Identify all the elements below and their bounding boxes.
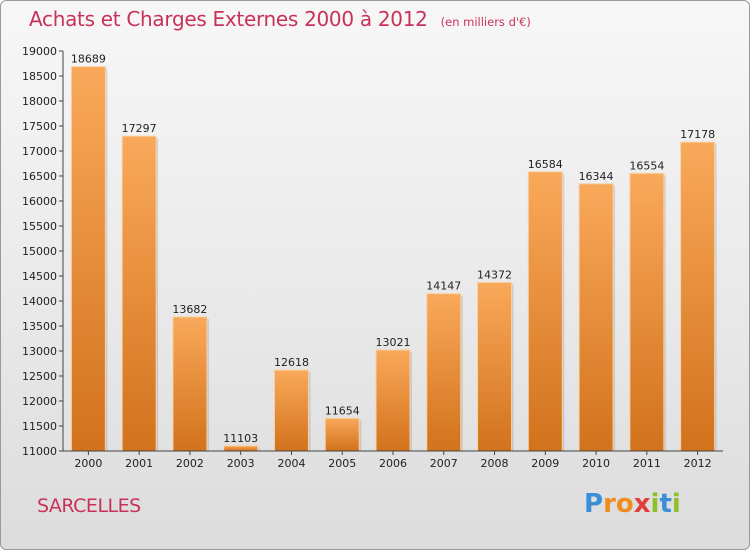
logo-letter: r bbox=[603, 489, 616, 519]
x-tick-label-2003: 2003 bbox=[227, 457, 255, 470]
x-tick-label-2012: 2012 bbox=[684, 457, 712, 470]
y-tick-label: 16000 bbox=[22, 195, 57, 208]
y-axis: 11000 11500 12000 12500 13000 13500 14000 14500… bbox=[22, 45, 64, 458]
y-tick-label: 19000 bbox=[22, 45, 57, 58]
x-tick-label-2007: 2007 bbox=[430, 457, 458, 470]
y-tick-label: 16500 bbox=[22, 170, 57, 183]
value-label-2011: 16554 bbox=[629, 159, 664, 172]
title-row: Achats et Charges Externes 2000 à 2012 (… bbox=[29, 7, 531, 31]
bar-2011 bbox=[629, 172, 665, 452]
y-tick-label: 14000 bbox=[22, 295, 57, 308]
bars: 18689 17297 13682 11103 12618 11654 13021 14147… bbox=[70, 53, 717, 452]
y-tick-label: 13500 bbox=[22, 320, 57, 333]
value-label-2002: 13682 bbox=[172, 303, 207, 316]
value-label-2009: 16584 bbox=[528, 158, 563, 171]
y-tick-label: 18000 bbox=[22, 95, 57, 108]
value-label-2012: 17178 bbox=[680, 128, 715, 141]
y-tick-label: 18500 bbox=[22, 70, 57, 83]
bar-2006 bbox=[375, 349, 411, 452]
x-tick-label-2006: 2006 bbox=[379, 457, 407, 470]
x-axis: 2000 2001 2002 2003 2004 2005 2006 2007 2008 2009… bbox=[63, 450, 723, 470]
logo-letter: t bbox=[659, 489, 672, 519]
x-tick-label-2004: 2004 bbox=[277, 457, 305, 470]
logo-letter: o bbox=[615, 489, 634, 519]
value-label-2006: 13021 bbox=[376, 336, 411, 349]
value-label-2003: 11103 bbox=[223, 432, 258, 445]
bar-2000 bbox=[70, 66, 106, 452]
bar-2002 bbox=[172, 316, 208, 452]
city-label: SARCELLES bbox=[37, 495, 141, 517]
proxiti-logo: Proxiti bbox=[584, 489, 681, 519]
y-tick-label: 11000 bbox=[22, 445, 57, 458]
y-tick-label: 12000 bbox=[22, 395, 57, 408]
value-label-2007: 14147 bbox=[426, 280, 461, 293]
y-tick-label: 14500 bbox=[22, 270, 57, 283]
chart-title: Achats et Charges Externes 2000 à 2012 bbox=[29, 7, 428, 31]
value-label-2000: 18689 bbox=[71, 53, 106, 66]
x-tick-label-2002: 2002 bbox=[176, 457, 204, 470]
logo-letter: x bbox=[633, 489, 651, 519]
bar-2007 bbox=[426, 293, 462, 452]
value-label-2001: 17297 bbox=[122, 122, 157, 135]
bar-2005 bbox=[324, 417, 360, 452]
x-tick-label-2008: 2008 bbox=[481, 457, 509, 470]
bar-2012 bbox=[680, 141, 716, 452]
y-tick-label: 17000 bbox=[22, 145, 57, 158]
bar-2009 bbox=[527, 171, 563, 452]
bar-2008 bbox=[477, 281, 513, 452]
x-tick-label-2000: 2000 bbox=[74, 457, 102, 470]
value-label-2004: 12618 bbox=[274, 356, 309, 369]
chart-subtitle: (en milliers d'€) bbox=[440, 15, 531, 29]
y-tick-label: 12500 bbox=[22, 370, 57, 383]
logo-letter: i bbox=[671, 489, 681, 519]
logo-letter: i bbox=[650, 489, 660, 519]
x-tick-label-2011: 2011 bbox=[633, 457, 661, 470]
bar-2004 bbox=[273, 369, 309, 452]
value-label-2010: 16344 bbox=[579, 170, 614, 183]
x-tick-label-2009: 2009 bbox=[531, 457, 559, 470]
y-tick-label: 17500 bbox=[22, 120, 57, 133]
bar-2001 bbox=[121, 135, 157, 452]
y-tick-label: 13000 bbox=[22, 345, 57, 358]
value-label-2005: 11654 bbox=[325, 404, 360, 417]
x-tick-label-2010: 2010 bbox=[582, 457, 610, 470]
bar-2003 bbox=[223, 445, 259, 452]
y-tick-label: 11500 bbox=[22, 420, 57, 433]
logo-letter: P bbox=[584, 489, 604, 519]
y-tick-label: 15000 bbox=[22, 245, 57, 258]
x-tick-label-2005: 2005 bbox=[328, 457, 356, 470]
value-label-2008: 14372 bbox=[477, 268, 512, 281]
y-tick-label: 15500 bbox=[22, 220, 57, 233]
x-tick-label-2001: 2001 bbox=[125, 457, 153, 470]
bar-2010 bbox=[578, 183, 614, 452]
